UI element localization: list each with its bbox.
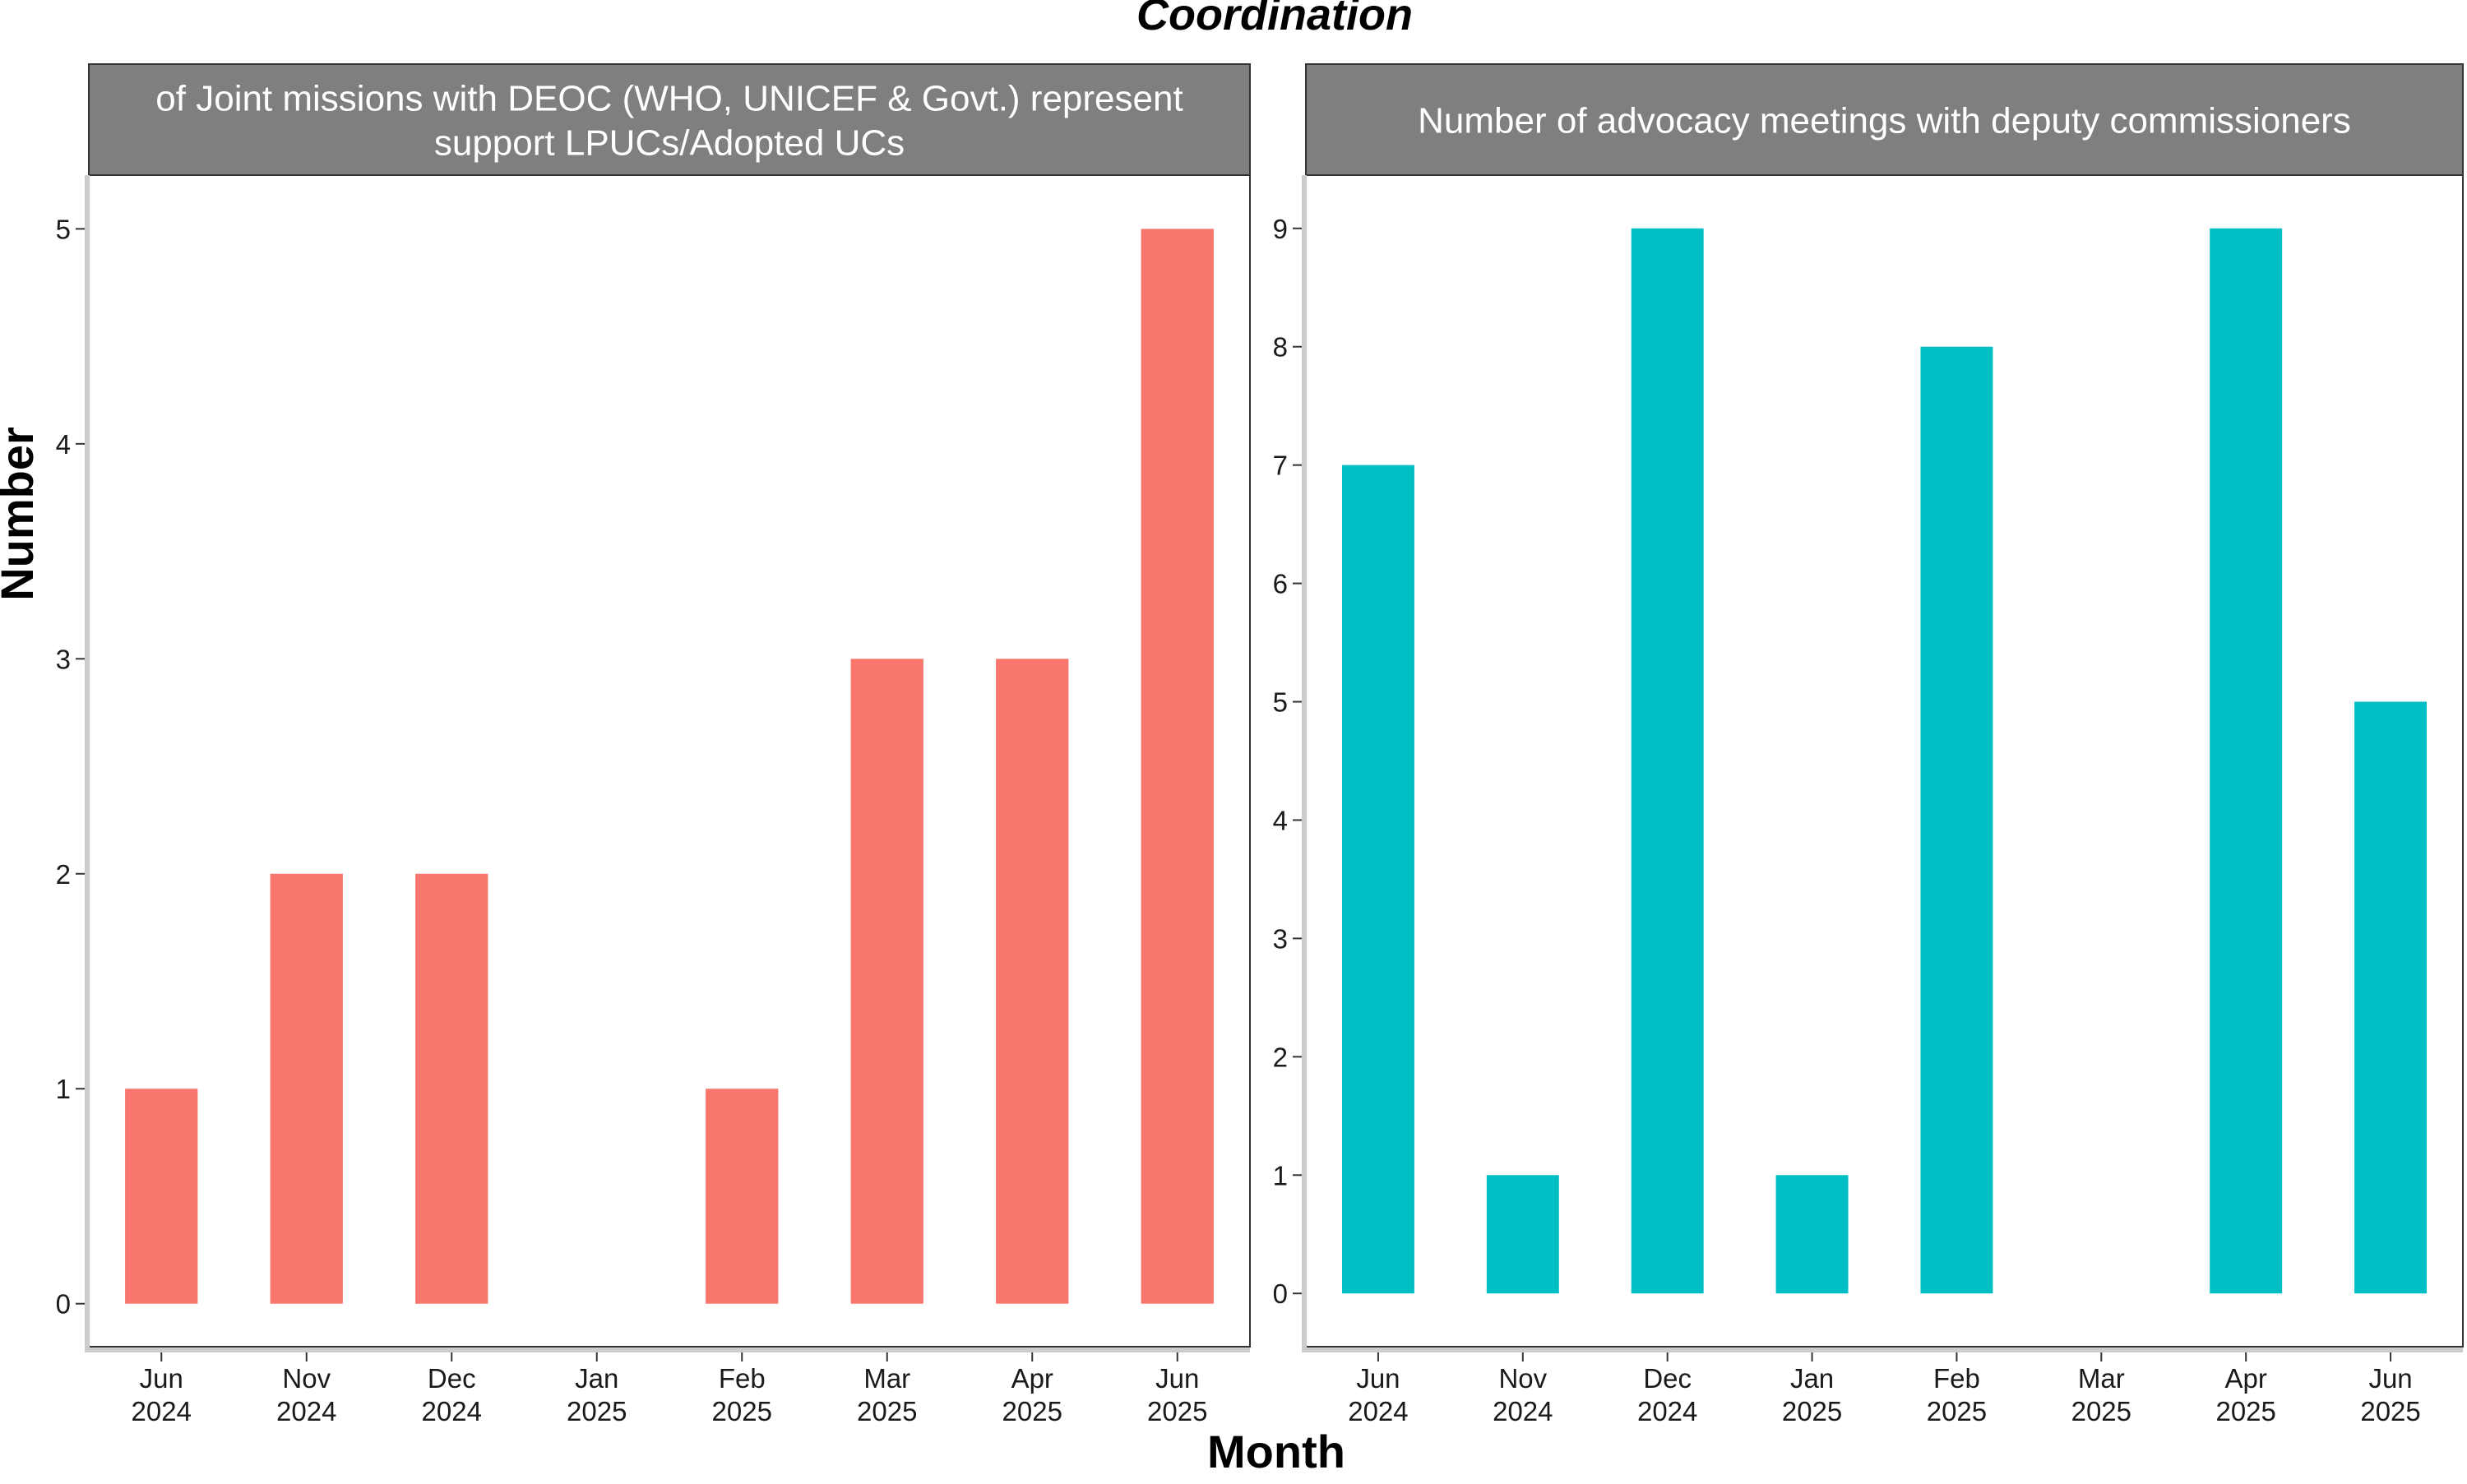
x-tick-label-month: Mar: [2078, 1363, 2125, 1394]
x-tick-label-year: 2025: [712, 1396, 772, 1426]
bar: [1486, 1175, 1559, 1294]
y-tick-label: 7: [1273, 451, 1288, 481]
y-tick-label: 1: [1273, 1160, 1288, 1190]
x-tick-label-month: Nov: [1498, 1363, 1547, 1394]
x-tick-label-month: Apr: [2225, 1363, 2267, 1394]
panel-right: Number of advocacy meetings with deputy …: [1273, 63, 2464, 1426]
x-axis-title: Month: [1207, 1426, 1345, 1477]
x-tick-label-month: Feb: [719, 1363, 766, 1394]
y-tick-label: 2: [1273, 1042, 1288, 1072]
bar: [1920, 346, 1993, 1294]
x-tick-label-month: Jan: [575, 1363, 618, 1394]
x-tick-label-year: 2025: [1782, 1396, 1842, 1426]
bar: [270, 873, 343, 1304]
bar: [2210, 228, 2283, 1294]
x-tick-label-year: 2025: [2215, 1396, 2275, 1426]
panel-border-right: [1305, 174, 2464, 1348]
y-tick-label: 1: [56, 1074, 71, 1104]
x-tick-label-month: Jan: [1790, 1363, 1834, 1394]
x-tick-label-month: Feb: [1933, 1363, 1980, 1394]
bar: [850, 659, 923, 1304]
x-tick-label-month: Jun: [1155, 1363, 1199, 1394]
x-tick-label-month: Jun: [1356, 1363, 1400, 1394]
x-tick-label-month: Jun: [140, 1363, 183, 1394]
y-tick-label: 3: [56, 644, 71, 674]
x-tick-label-year: 2025: [2071, 1396, 2131, 1426]
x-tick-label-year: 2024: [276, 1396, 336, 1426]
panels: of Joint missions with DEOC (WHO, UNICEF…: [56, 63, 2464, 1426]
bar: [996, 659, 1069, 1304]
bar: [125, 1089, 198, 1304]
y-tick-label: 4: [1273, 805, 1288, 835]
panel-left: of Joint missions with DEOC (WHO, UNICEF…: [56, 63, 1251, 1426]
y-tick-label: 8: [1273, 332, 1288, 363]
chart-title: Coordination: [1136, 0, 1413, 39]
x-tick-label-month: Mar: [863, 1363, 910, 1394]
x-tick-label-year: 2024: [132, 1396, 192, 1426]
x-tick-label-year: 2025: [1147, 1396, 1207, 1426]
bar: [1631, 228, 1704, 1294]
x-tick-label-month: Dec: [1643, 1363, 1692, 1394]
x-tick-label-year: 2024: [1493, 1396, 1553, 1426]
y-tick-label: 2: [56, 859, 71, 890]
bar: [1775, 1175, 1849, 1294]
x-tick-label-year: 2025: [857, 1396, 917, 1426]
facet-strip-left: [88, 63, 1251, 176]
x-tick-label-year: 2024: [1637, 1396, 1697, 1426]
y-tick-label: 3: [1273, 923, 1288, 954]
panel-border-left: [88, 174, 1251, 1348]
y-tick-label: 0: [1273, 1278, 1288, 1309]
x-tick-label-year: 2025: [1927, 1396, 1987, 1426]
x-tick-label-year: 2025: [2360, 1396, 2420, 1426]
bar: [415, 873, 488, 1304]
x-tick-label-month: Apr: [1011, 1363, 1053, 1394]
x-tick-label-month: Dec: [428, 1363, 476, 1394]
bar: [2354, 701, 2428, 1294]
bar: [1341, 465, 1414, 1294]
y-tick-label: 4: [56, 429, 71, 460]
y-tick-label: 9: [1273, 214, 1288, 244]
y-tick-label: 0: [56, 1289, 71, 1320]
x-tick-label-month: Jun: [2368, 1363, 2412, 1394]
x-tick-label-year: 2025: [567, 1396, 627, 1426]
x-tick-label-year: 2024: [422, 1396, 482, 1426]
facet-title-line: Number of advocacy meetings with deputy …: [1418, 101, 2351, 141]
y-tick-label: 6: [1273, 569, 1288, 599]
y-tick-label: 5: [56, 214, 71, 244]
y-tick-label: 5: [1273, 687, 1288, 718]
facet-title-line: of Joint missions with DEOC (WHO, UNICEF…: [155, 79, 1183, 119]
bar: [706, 1089, 779, 1304]
facet-title-line: support LPUCs/Adopted UCs: [434, 123, 905, 164]
x-tick-label-year: 2025: [1002, 1396, 1062, 1426]
x-tick-label-month: Nov: [282, 1363, 331, 1394]
bar: [1141, 229, 1214, 1304]
x-tick-label-year: 2024: [1348, 1396, 1408, 1426]
y-axis-title: Number: [0, 427, 43, 601]
